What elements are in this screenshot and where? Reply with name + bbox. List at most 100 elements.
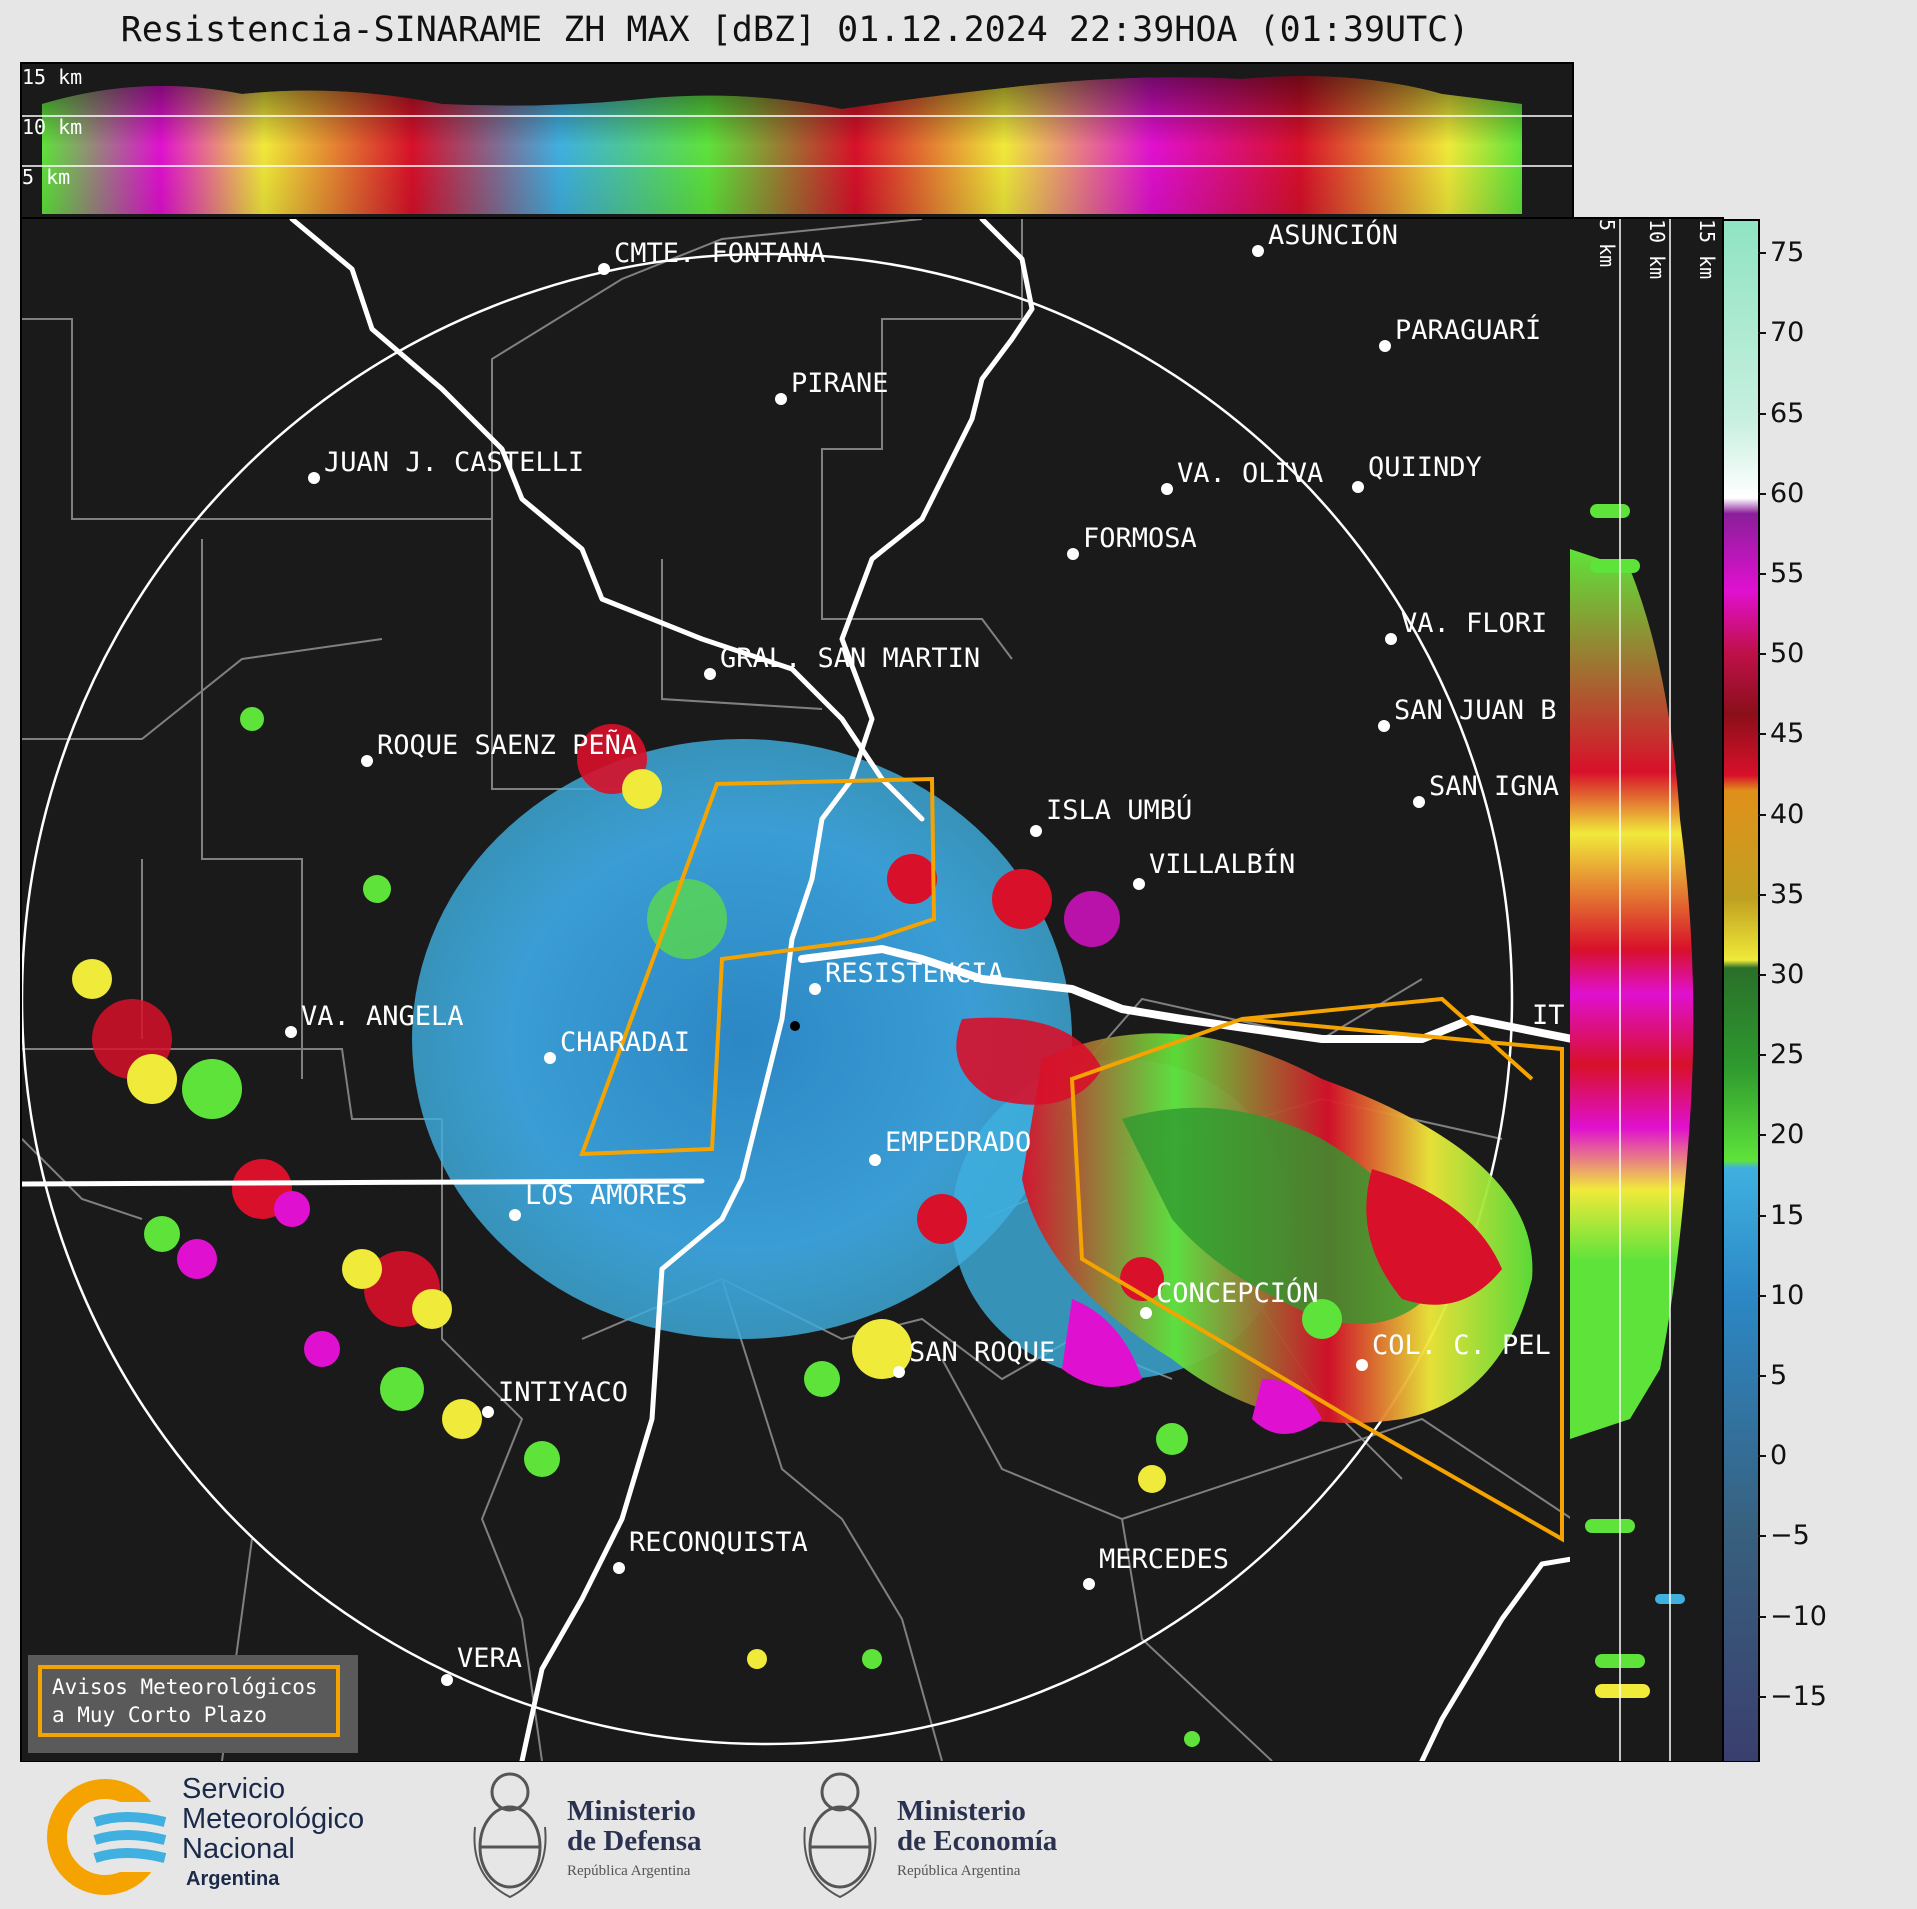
defensa-line2: de Defensa: [567, 1825, 702, 1857]
colorbar-tick-mark: [1758, 733, 1766, 736]
warning-legend-box: Avisos Meteorológicos a Muy Corto Plazo: [28, 1655, 358, 1753]
radar-map[interactable]: ASUNCIÓN CMTE. FONTANA PARAGUARÍ PIRANE …: [20, 217, 1574, 1763]
right-cross-section-panel: 5 km 10 km 15 km: [1570, 217, 1724, 1763]
city-empedrado: EMPEDRADO: [885, 1127, 1031, 1158]
dbz-colorbar: [1722, 219, 1760, 1763]
city-asuncion: ASUNCIÓN: [1268, 219, 1398, 251]
colorbar-tick-mark: [1758, 492, 1766, 495]
city-mercedes: MERCEDES: [1099, 1544, 1229, 1575]
colorbar-tick-label: 5: [1770, 1360, 1788, 1391]
city-va-oliva: VA. OLIVA: [1177, 458, 1323, 489]
city-formosa: FORMOSA: [1083, 523, 1197, 554]
colorbar-tick-mark: [1758, 252, 1766, 255]
top-height-label-5: 5 km: [22, 165, 70, 189]
colorbar-tick-label: 60: [1770, 477, 1805, 509]
colorbar-tick-label: 65: [1770, 397, 1805, 429]
defensa-logo-text: Ministerio de Defensa República Argentin…: [567, 1796, 702, 1886]
city-reconquista: RECONQUISTA: [629, 1527, 808, 1558]
defensa-line1: Ministerio: [567, 1795, 696, 1827]
city-villalbin: VILLALBÍN: [1149, 848, 1295, 880]
warning-legend-line1: Avisos Meteorológicos: [52, 1675, 318, 1699]
colorbar-tick-label: 45: [1770, 718, 1805, 750]
city-va-flori: VA. FLORI: [1401, 608, 1547, 639]
colorbar-tick-mark: [1758, 1294, 1766, 1297]
city-roque-saenz-pena: ROQUE SAENZ PEÑA: [377, 729, 637, 761]
economia-coat-of-arms-icon: [803, 1772, 877, 1899]
range-ring: [22, 252, 1514, 1746]
colorbar-tick-label: 20: [1770, 1119, 1805, 1151]
smn-line4: Argentina: [186, 1868, 280, 1890]
city-vera: VERA: [457, 1643, 522, 1674]
colorbar-tick-mark: [1758, 1214, 1766, 1217]
colorbar-tick-label: 50: [1770, 638, 1805, 670]
colorbar-tick-label: 75: [1770, 237, 1805, 269]
defensa-line3: República Argentina: [567, 1863, 691, 1879]
colorbar-tick-label: 30: [1770, 958, 1805, 990]
colorbar-tick-mark: [1758, 653, 1766, 656]
smn-line3: Nacional: [182, 1833, 295, 1865]
colorbar-tick-label: −5: [1770, 1520, 1810, 1552]
economia-line1: Ministerio: [897, 1795, 1026, 1827]
city-intiyaco: INTIYACO: [498, 1377, 628, 1408]
city-labels: ASUNCIÓN CMTE. FONTANA PARAGUARÍ PIRANE …: [285, 219, 1565, 1686]
defensa-coat-of-arms-icon: [473, 1772, 547, 1899]
economia-line3: República Argentina: [897, 1863, 1021, 1879]
colorbar-tick-label: 35: [1770, 878, 1805, 910]
colorbar-tick-label: 70: [1770, 317, 1805, 349]
smn-line1: Servicio: [182, 1773, 286, 1805]
colorbar-tick-mark: [1758, 412, 1766, 415]
colorbar-tick-label: −10: [1770, 1600, 1827, 1632]
colorbar-tick-mark: [1758, 1615, 1766, 1618]
smn-logo-icon: [47, 1779, 175, 1895]
city-san-juan-b: SAN JUAN B: [1394, 695, 1557, 726]
colorbar-tick-label: 55: [1770, 557, 1805, 589]
city-los-amores: LOS AMORES: [525, 1180, 688, 1211]
city-paraguari: PARAGUARÍ: [1395, 314, 1541, 346]
economia-line2: de Economía: [897, 1825, 1058, 1857]
colorbar-tick-mark: [1758, 813, 1766, 816]
colorbar-tick-label: 40: [1770, 798, 1805, 830]
warning-legend-line2: a Muy Corto Plazo: [52, 1703, 267, 1727]
warning-legend-frame: Avisos Meteorológicos a Muy Corto Plazo: [38, 1665, 340, 1737]
right-height-label-15: 15 km: [1695, 219, 1719, 279]
city-san-igna: SAN IGNA: [1429, 771, 1559, 802]
right-height-label-10: 10 km: [1645, 219, 1669, 279]
colorbar-tick-mark: [1758, 1054, 1766, 1057]
colorbar-tick-label: 25: [1770, 1039, 1805, 1071]
city-col-c-pel: COL. C. PEL: [1372, 1330, 1551, 1361]
city-concepcion: CONCEPCIÓN: [1156, 1277, 1319, 1309]
city-cmte-fontana: CMTE. FONTANA: [614, 238, 825, 269]
city-juan-j-castelli: JUAN J. CASTELLI: [324, 447, 584, 478]
right-cross-section-plot: 5 km 10 km 15 km: [1570, 219, 1719, 1761]
colorbar-tick-mark: [1758, 1134, 1766, 1137]
top-height-label-10: 10 km: [22, 115, 82, 139]
colorbar-tick-label: 15: [1770, 1199, 1805, 1231]
rivers: [22, 219, 1572, 1761]
warning-polygons: [579, 776, 1564, 1543]
right-height-label-5: 5 km: [1595, 219, 1619, 267]
city-gral-san-martin: GRAL. SAN MARTIN: [720, 643, 980, 674]
smn-line2: Meteorológico: [182, 1803, 365, 1835]
radar-map-svg: ASUNCIÓN CMTE. FONTANA PARAGUARÍ PIRANE …: [22, 219, 1572, 1761]
colorbar-tick-mark: [1758, 973, 1766, 976]
city-isla-umbu: ISLA UMBÚ: [1046, 794, 1192, 826]
colorbar-tick-mark: [1758, 1455, 1766, 1458]
colorbar-tick-mark: [1758, 1695, 1766, 1698]
city-va-angela: VA. ANGELA: [301, 1001, 464, 1032]
colorbar-svg: [1724, 221, 1758, 1761]
city-pirane: PIRANE: [791, 368, 889, 399]
colorbar-tick-mark: [1758, 1375, 1766, 1377]
colorbar-tick-mark: [1758, 1535, 1766, 1538]
city-it: IT: [1532, 1000, 1565, 1031]
colorbar-tick-mark: [1758, 572, 1766, 575]
city-san-roque: SAN ROQUE: [909, 1337, 1055, 1368]
radar-site-marker: [790, 1021, 800, 1031]
economia-logo-text: Ministerio de Economía República Argenti…: [897, 1796, 1057, 1886]
top-cross-section-plot: 15 km 10 km 5 km: [22, 65, 1572, 214]
colorbar-tick-mark: [1758, 893, 1766, 896]
top-cross-section-panel: 15 km 10 km 5 km: [20, 62, 1574, 221]
top-height-label-15: 15 km: [22, 65, 82, 89]
page-title: Resistencia-SINARAME ZH MAX [dBZ] 01.12.…: [120, 10, 1470, 50]
city-charadai: CHARADAI: [560, 1027, 690, 1058]
colorbar-tick-label: 10: [1770, 1279, 1805, 1311]
